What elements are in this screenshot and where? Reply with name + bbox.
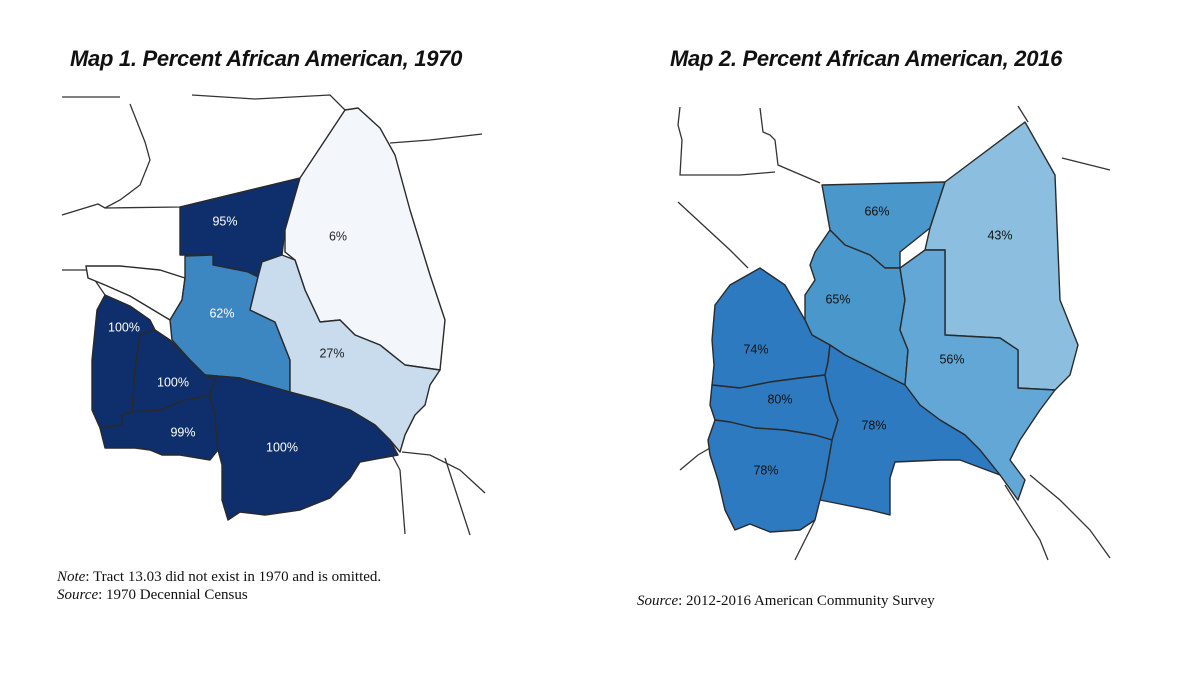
road-line xyxy=(391,454,406,535)
source-line: Source: 1970 Decennial Census xyxy=(57,587,248,603)
tract-label: 27% xyxy=(319,346,344,360)
tract-label: 78% xyxy=(861,418,886,432)
map-2-labels: 66% 43% 65% 56% 74% 80% 78% 78% xyxy=(743,204,1012,477)
tract-label: 95% xyxy=(212,214,237,228)
map-2-notes: Source: 2012-2016 American Community Sur… xyxy=(637,592,935,610)
note-line: Note: Tract 13.03 did not exist in 1970 … xyxy=(57,569,382,585)
road-line xyxy=(401,451,486,494)
map-2-panel: Map 2. Percent African American, 2016 66… xyxy=(600,0,1200,683)
map-1-labels: 95% 6% 62% 27% 100% 100% 99% 100% xyxy=(108,214,347,454)
road-line xyxy=(677,106,776,176)
source-line: Source: 2012-2016 American Community Sur… xyxy=(637,593,935,609)
map-2-roads xyxy=(677,105,1111,561)
tract-label: 100% xyxy=(157,375,189,389)
tract-label: 80% xyxy=(767,392,792,406)
tract-label: 6% xyxy=(329,229,347,243)
map-1-title: Map 1. Percent African American, 1970 xyxy=(70,46,463,71)
tract-label: 100% xyxy=(266,440,298,454)
tract-99 xyxy=(99,394,219,461)
road-line xyxy=(444,457,471,536)
road-line xyxy=(759,107,821,184)
tract-label: 43% xyxy=(987,228,1012,242)
road-line xyxy=(61,103,151,216)
tract-label: 99% xyxy=(170,425,195,439)
road-line xyxy=(794,519,816,561)
road-line xyxy=(191,94,346,111)
map-1-panel: Map 1. Percent African American, 1970 95… xyxy=(57,46,486,604)
map-2-canvas: 66% 43% 65% 56% 74% 80% 78% 78% xyxy=(677,105,1111,561)
road-line xyxy=(677,201,749,269)
tract-56 xyxy=(899,249,1056,501)
map-1-canvas: 95% 6% 62% 27% 100% 100% 99% 100% xyxy=(61,94,486,536)
tract-label: 74% xyxy=(743,342,768,356)
map-1-notes: Note: Tract 13.03 did not exist in 1970 … xyxy=(57,568,381,604)
tract-label: 100% xyxy=(108,320,140,334)
tract-78-b xyxy=(707,419,833,533)
map-2-title: Map 2. Percent African American, 2016 xyxy=(670,46,1063,71)
tract-100-c xyxy=(204,374,399,521)
road-line xyxy=(1061,157,1111,171)
tract-label: 56% xyxy=(939,352,964,366)
road-line xyxy=(679,447,711,471)
road-line xyxy=(1004,484,1049,561)
tract-label: 62% xyxy=(209,306,234,320)
road-line xyxy=(389,133,483,144)
tract-label: 66% xyxy=(864,204,889,218)
road-line xyxy=(1029,474,1111,559)
road-line xyxy=(1017,105,1029,123)
tract-label: 78% xyxy=(753,463,778,477)
tract-label: 65% xyxy=(825,292,850,306)
